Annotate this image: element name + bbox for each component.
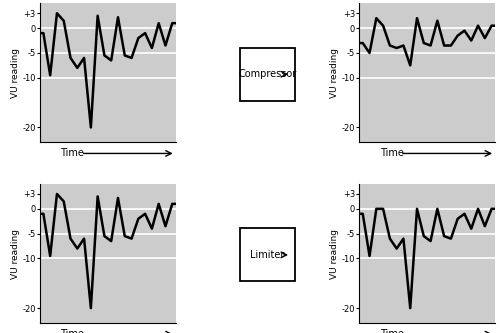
Y-axis label: VU reading: VU reading (330, 228, 339, 278)
Text: Compressor: Compressor (238, 69, 296, 79)
Y-axis label: VU reading: VU reading (10, 48, 20, 98)
Text: Time: Time (380, 149, 404, 159)
FancyBboxPatch shape (240, 228, 295, 281)
Y-axis label: VU reading: VU reading (330, 48, 339, 98)
Text: Time: Time (60, 329, 84, 333)
Text: Time: Time (380, 329, 404, 333)
Text: Time: Time (60, 149, 84, 159)
Text: Limiter: Limiter (250, 250, 284, 260)
FancyBboxPatch shape (240, 48, 295, 101)
Y-axis label: VU reading: VU reading (10, 228, 20, 278)
